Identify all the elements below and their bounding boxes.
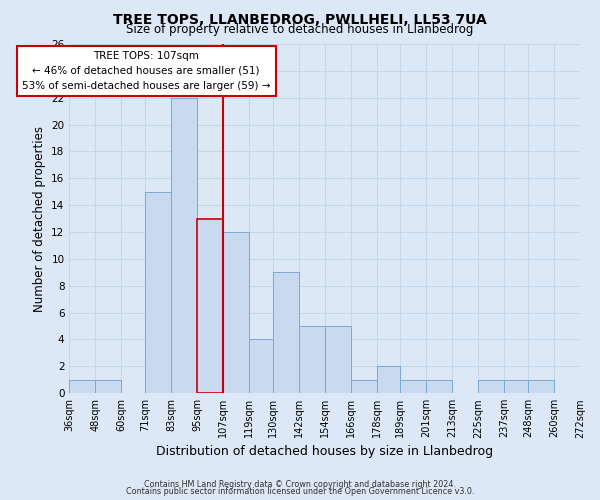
Text: TREE TOPS: 107sqm
← 46% of detached houses are smaller (51)
53% of semi-detached: TREE TOPS: 107sqm ← 46% of detached hous…: [22, 51, 271, 90]
Text: Contains public sector information licensed under the Open Government Licence v3: Contains public sector information licen…: [126, 488, 474, 496]
Bar: [350, 380, 377, 393]
Bar: [504, 380, 528, 393]
Bar: [197, 218, 223, 393]
Bar: [249, 340, 273, 393]
Bar: [427, 380, 452, 393]
Bar: [325, 326, 350, 393]
X-axis label: Distribution of detached houses by size in Llanbedrog: Distribution of detached houses by size …: [156, 444, 493, 458]
Bar: [273, 272, 299, 393]
Bar: [400, 380, 427, 393]
Y-axis label: Number of detached properties: Number of detached properties: [32, 126, 46, 312]
Bar: [528, 380, 554, 393]
Bar: [478, 380, 504, 393]
Text: Size of property relative to detached houses in Llanbedrog: Size of property relative to detached ho…: [127, 22, 473, 36]
Bar: [70, 380, 95, 393]
Bar: [145, 192, 171, 393]
Bar: [223, 232, 249, 393]
Bar: [95, 380, 121, 393]
Bar: [171, 98, 197, 393]
Text: Contains HM Land Registry data © Crown copyright and database right 2024.: Contains HM Land Registry data © Crown c…: [144, 480, 456, 489]
Bar: [377, 366, 400, 393]
Text: TREE TOPS, LLANBEDROG, PWLLHELI, LL53 7UA: TREE TOPS, LLANBEDROG, PWLLHELI, LL53 7U…: [113, 12, 487, 26]
Bar: [299, 326, 325, 393]
